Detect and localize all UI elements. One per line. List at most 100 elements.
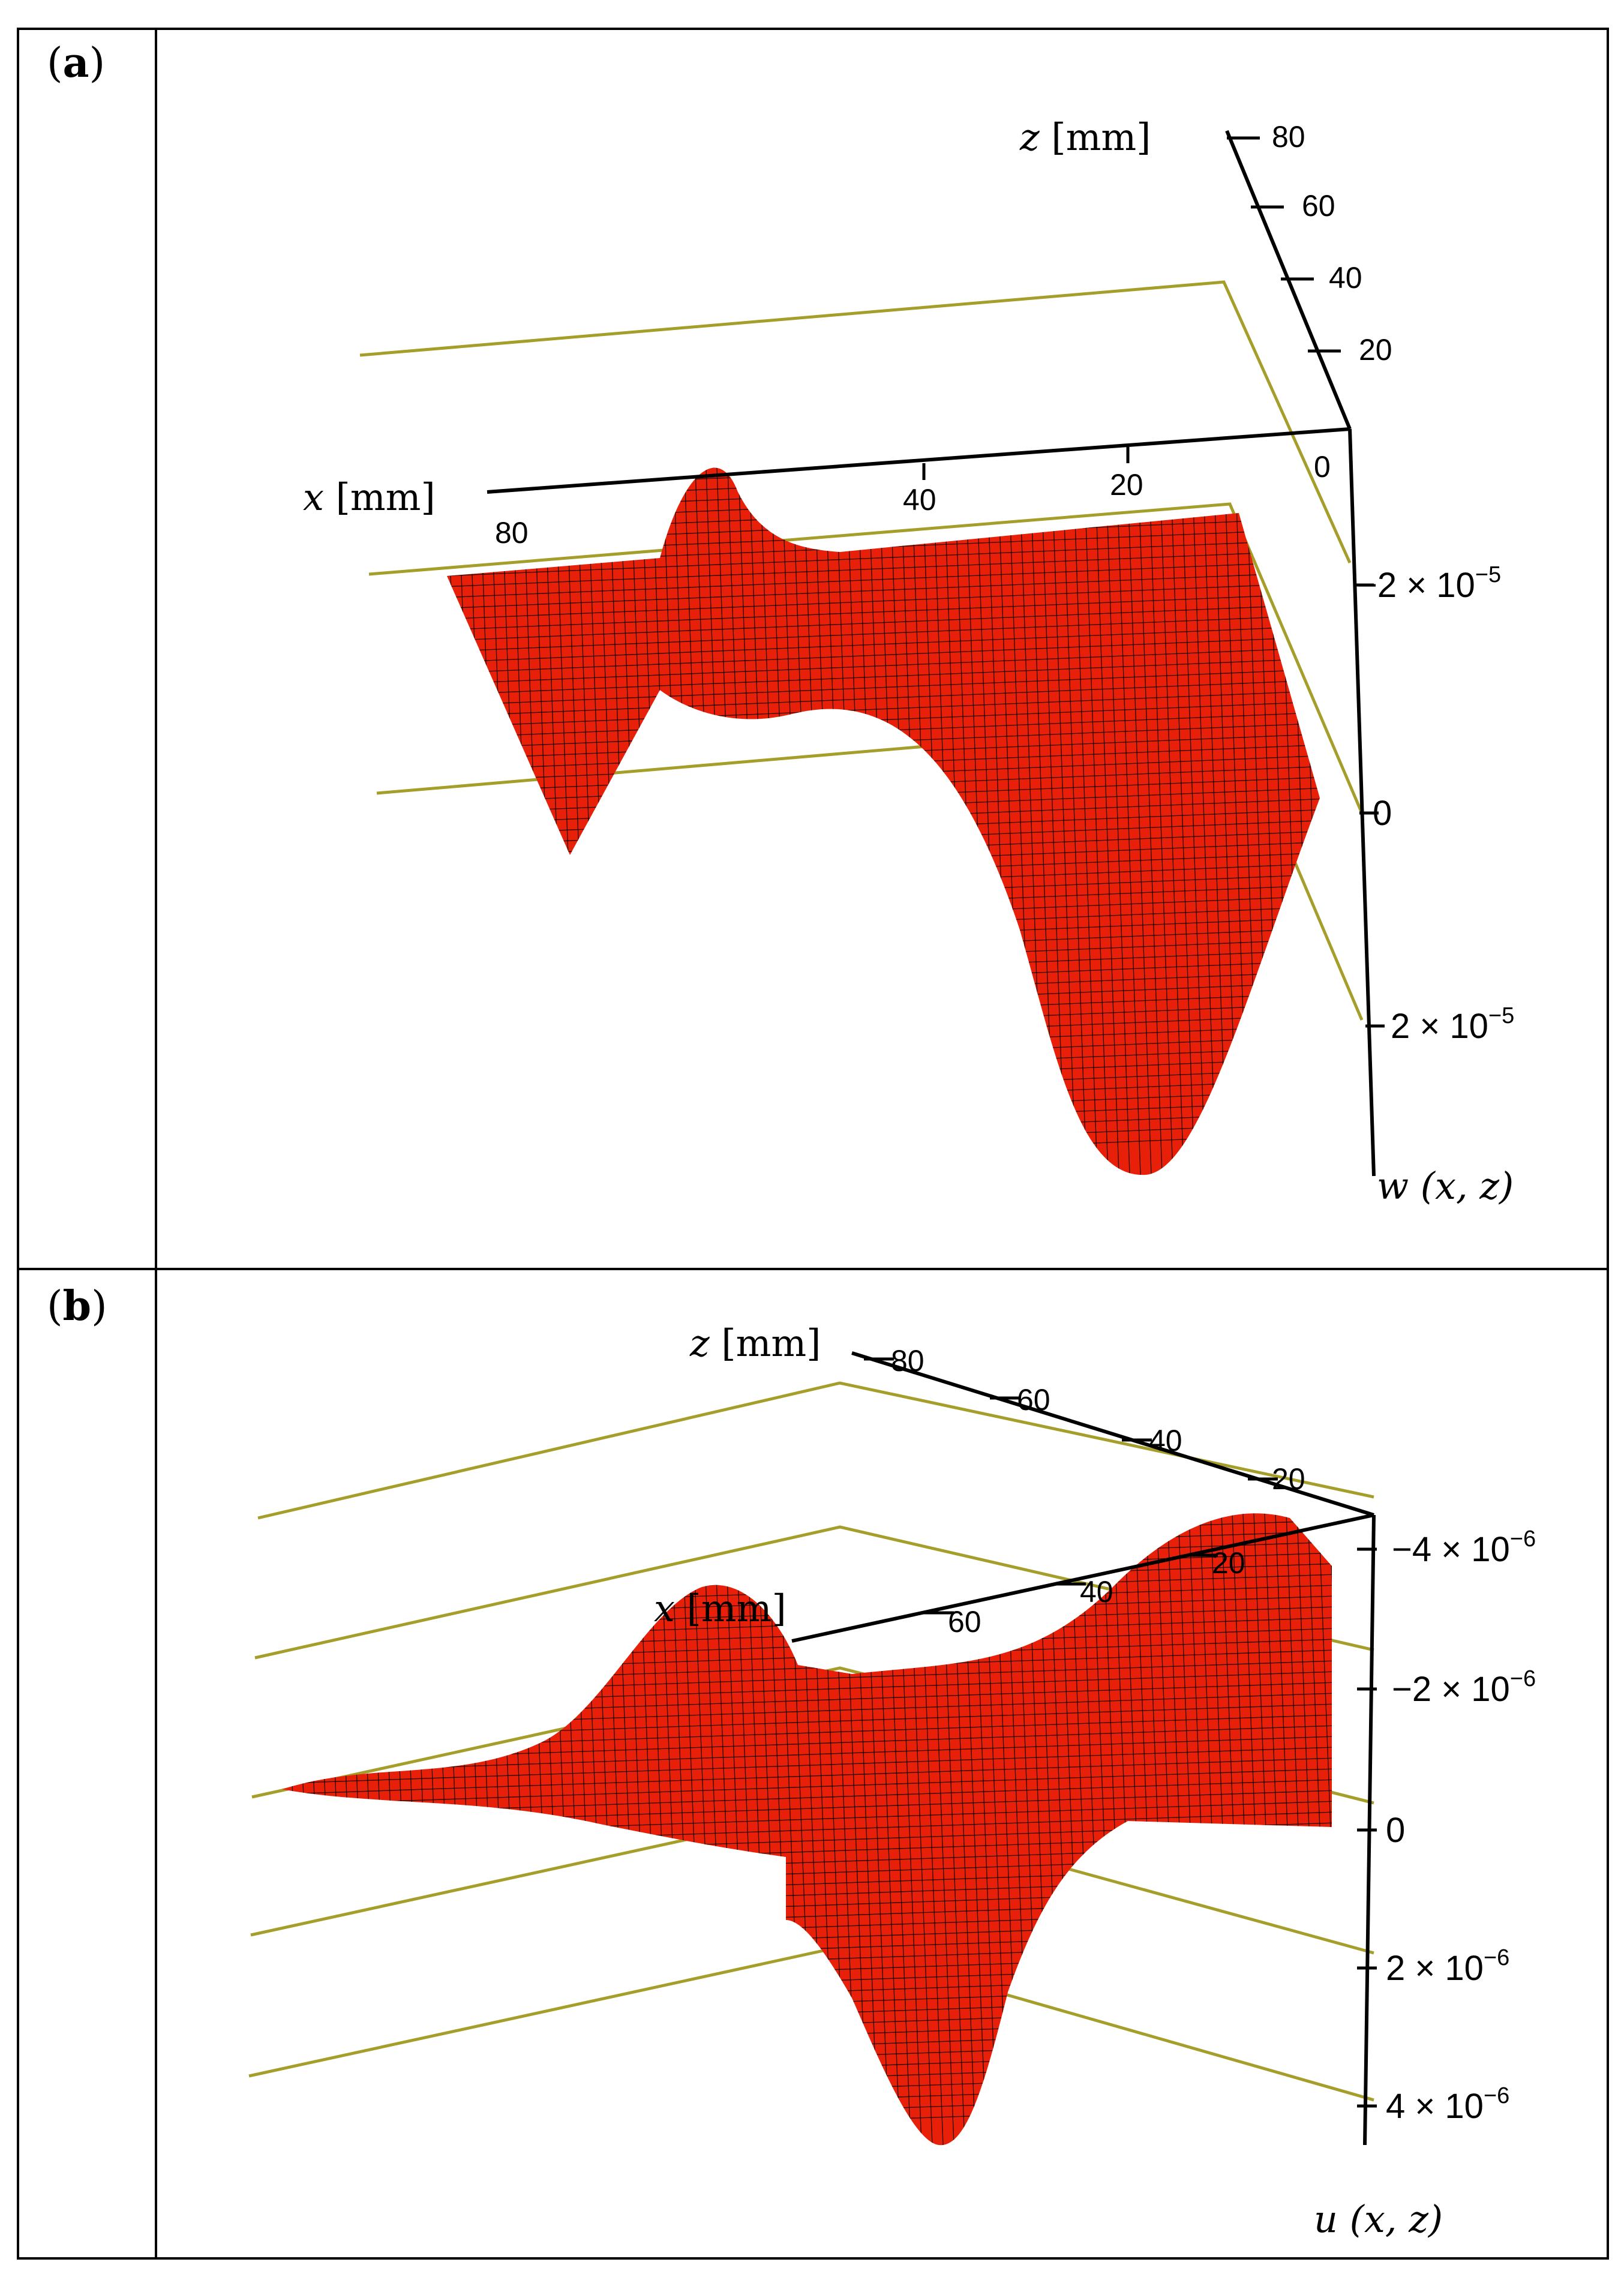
mesh-line — [282, 2071, 1332, 2108]
mesh-line — [447, 560, 1320, 598]
figure-frame — [17, 28, 1609, 2260]
mesh-line — [282, 2049, 1332, 2086]
mesh-line — [530, 1513, 555, 2146]
surface-mesh — [447, 467, 1320, 1175]
mesh-line — [447, 1122, 1320, 1160]
mesh-line — [282, 1963, 1332, 2000]
mesh-line — [447, 467, 472, 1175]
mesh-line — [519, 1513, 544, 2146]
x-axis-line — [487, 427, 1350, 494]
z-axis-line — [851, 1351, 1374, 1517]
mesh-line — [282, 1513, 1332, 1535]
mesh-line — [411, 1513, 436, 2146]
mesh-line — [447, 614, 1320, 652]
mesh-line — [1105, 467, 1130, 1175]
x-tick-label: 60 — [948, 1605, 981, 1639]
mesh-line — [447, 690, 1320, 728]
panel-a-label: (a) — [47, 39, 105, 87]
panel-b: (b) 80 60 40 20 z [mm] — [47, 1282, 1536, 2241]
x-tick-label: 20 — [1212, 1546, 1245, 1580]
mesh-line — [1148, 467, 1173, 1175]
mesh-line — [584, 1513, 609, 2146]
mesh-line — [1094, 467, 1119, 1175]
mesh-line — [447, 636, 1320, 674]
x-axis-title: x [mm] — [654, 1586, 787, 1630]
mesh-line — [447, 593, 1320, 631]
panel-b-x-axis: 60 40 20 x [mm] — [654, 1513, 1374, 1643]
mesh-line — [447, 625, 1320, 663]
mesh-line — [447, 550, 1320, 587]
z-tick-label: 20 — [1272, 1462, 1305, 1496]
mesh-line — [1040, 467, 1065, 1175]
value-tick-label: 2 × 10−5 — [1391, 1003, 1514, 1046]
z-tick-label: 20 — [1359, 333, 1392, 367]
mesh-line — [422, 1513, 447, 2146]
mesh-line — [447, 467, 1320, 501]
value-tick-label: 0 — [1373, 794, 1392, 833]
mesh-line — [447, 571, 1320, 609]
mesh-line — [1170, 467, 1195, 1175]
mesh-line — [282, 1513, 1332, 1525]
value-tick-label: 0 — [1386, 1811, 1405, 1850]
mesh-line — [1310, 467, 1320, 1175]
mesh-line — [447, 1133, 1320, 1171]
mesh-line — [1127, 467, 1152, 1175]
z-tick-label: 0 — [1314, 450, 1331, 484]
z-tick-label: 80 — [1272, 120, 1305, 154]
mesh-line — [314, 1513, 339, 2146]
value-tick-label: 2 × 10−6 — [1386, 1945, 1509, 1988]
panel-a-surface — [447, 467, 1320, 1175]
x-tick-label: 40 — [1080, 1575, 1113, 1609]
surface-mesh — [282, 1513, 1332, 2146]
mesh-line — [282, 1941, 1332, 1978]
mesh-line — [447, 658, 1320, 695]
mesh-line — [1191, 467, 1217, 1175]
panel-a: (a) 80 60 40 20 0 z [mm] — [47, 39, 1514, 1208]
mesh-line — [447, 474, 1320, 512]
mesh-line — [282, 1757, 1332, 1795]
mesh-line — [447, 539, 1320, 577]
panel-b-label: (b) — [47, 1282, 107, 1330]
mesh-line — [443, 1513, 469, 2146]
z-axis-title: z [mm] — [1019, 115, 1151, 159]
z-tick-label: 40 — [1329, 261, 1362, 295]
value-axis-line — [1348, 428, 1376, 1177]
mesh-line — [447, 604, 1320, 641]
mesh-line — [562, 1513, 587, 2146]
mesh-line — [303, 1513, 328, 2146]
value-tick-label: 4 × 10−6 — [1386, 2083, 1509, 2126]
mesh-line — [1137, 467, 1163, 1175]
gridline — [257, 1381, 1374, 1520]
mesh-line — [389, 1513, 415, 2146]
mesh-line — [447, 701, 1320, 739]
panel-b-value-axis: −4 × 10−6 −2 × 10−6 0 2 × 10−6 4 × 10−6 … — [1314, 1514, 1536, 2241]
panel-b-z-axis: 80 60 40 20 z [mm] — [689, 1321, 1374, 1517]
mesh-line — [447, 668, 1320, 706]
mesh-line — [282, 1952, 1332, 1989]
mesh-line — [335, 1513, 361, 2146]
mesh-line — [1051, 467, 1076, 1175]
panel-a-x-axis: 80 40 20 x [mm] — [303, 427, 1350, 550]
mesh-line — [282, 1995, 1332, 2032]
mesh-line — [282, 1930, 1332, 1967]
mesh-line — [1083, 467, 1109, 1175]
mesh-line — [282, 1768, 1332, 1805]
x-axis-title: x [mm] — [303, 475, 436, 519]
mesh-line — [292, 1513, 317, 2146]
mesh-line — [282, 1984, 1332, 2021]
mesh-line — [282, 2092, 1332, 2129]
x-tick-label: 40 — [903, 483, 936, 517]
mesh-line — [551, 1513, 577, 2146]
mesh-line — [447, 485, 1320, 523]
gridline — [368, 502, 1364, 814]
z-tick-label: 60 — [1017, 1383, 1050, 1417]
mesh-line — [282, 1513, 307, 2146]
mesh-line — [379, 1513, 404, 2146]
outer-border — [17, 28, 1609, 2260]
mesh-line — [447, 647, 1320, 685]
mesh-line — [282, 1736, 1332, 1773]
mesh-line — [447, 582, 1320, 620]
mesh-line — [282, 2081, 1332, 2119]
mesh-line — [541, 1513, 566, 2146]
mesh-line — [433, 1513, 458, 2146]
